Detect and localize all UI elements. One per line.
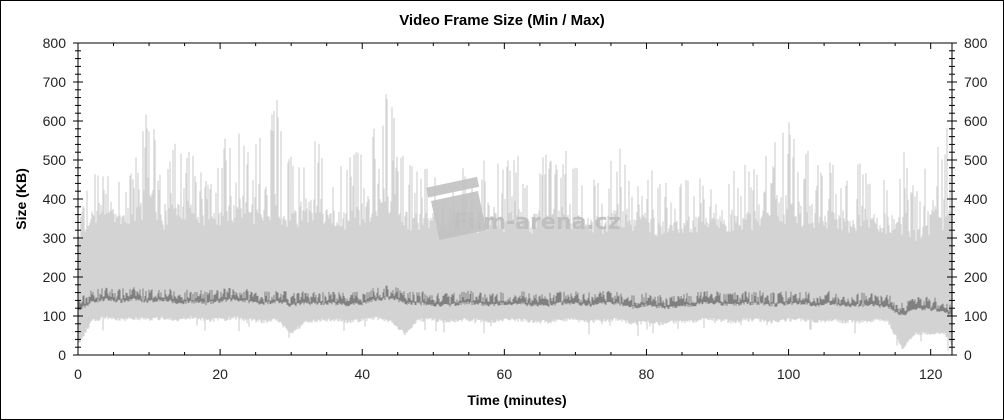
y-tick-label-right: 400 — [964, 191, 988, 207]
y-tick-label-right: 100 — [964, 308, 988, 324]
x-tick-label: 0 — [74, 366, 82, 382]
watermark-text: Film-arena.cz — [453, 210, 621, 235]
y-tick-label: 600 — [43, 113, 67, 129]
y-tick-label: 0 — [58, 347, 66, 363]
x-tick-label: 120 — [919, 366, 943, 382]
y-tick-label: 500 — [43, 152, 67, 168]
y-axis-label: Size (KB) — [13, 168, 29, 229]
max-min-band — [78, 94, 952, 351]
x-axis-label: Time (minutes) — [467, 392, 566, 408]
x-tick-label: 60 — [497, 366, 513, 382]
y-tick-label-right: 0 — [964, 347, 972, 363]
y-tick-label-right: 700 — [964, 74, 988, 90]
x-tick-label: 80 — [639, 366, 655, 382]
average-line — [78, 285, 952, 316]
x-tick-label: 100 — [777, 366, 801, 382]
y-tick-label: 400 — [43, 191, 67, 207]
y-tick-label-right: 200 — [964, 269, 988, 285]
y-tick-label-right: 600 — [964, 113, 988, 129]
y-tick-label: 200 — [43, 269, 67, 285]
y-tick-label: 300 — [43, 230, 67, 246]
y-tick-label-right: 800 — [964, 35, 988, 51]
y-tick-label: 800 — [43, 35, 67, 51]
x-tick-label: 40 — [354, 366, 370, 382]
x-tick-label: 20 — [212, 366, 228, 382]
y-tick-label: 700 — [43, 74, 67, 90]
watermark: Film-arena.cz — [426, 176, 621, 241]
plot-area — [78, 94, 952, 351]
y-tick-label: 100 — [43, 308, 67, 324]
clapperboard-icon — [426, 176, 487, 241]
y-tick-label-right: 500 — [964, 152, 988, 168]
y-tick-label-right: 300 — [964, 230, 988, 246]
chart-title: Video Frame Size (Min / Max) — [399, 12, 605, 29]
